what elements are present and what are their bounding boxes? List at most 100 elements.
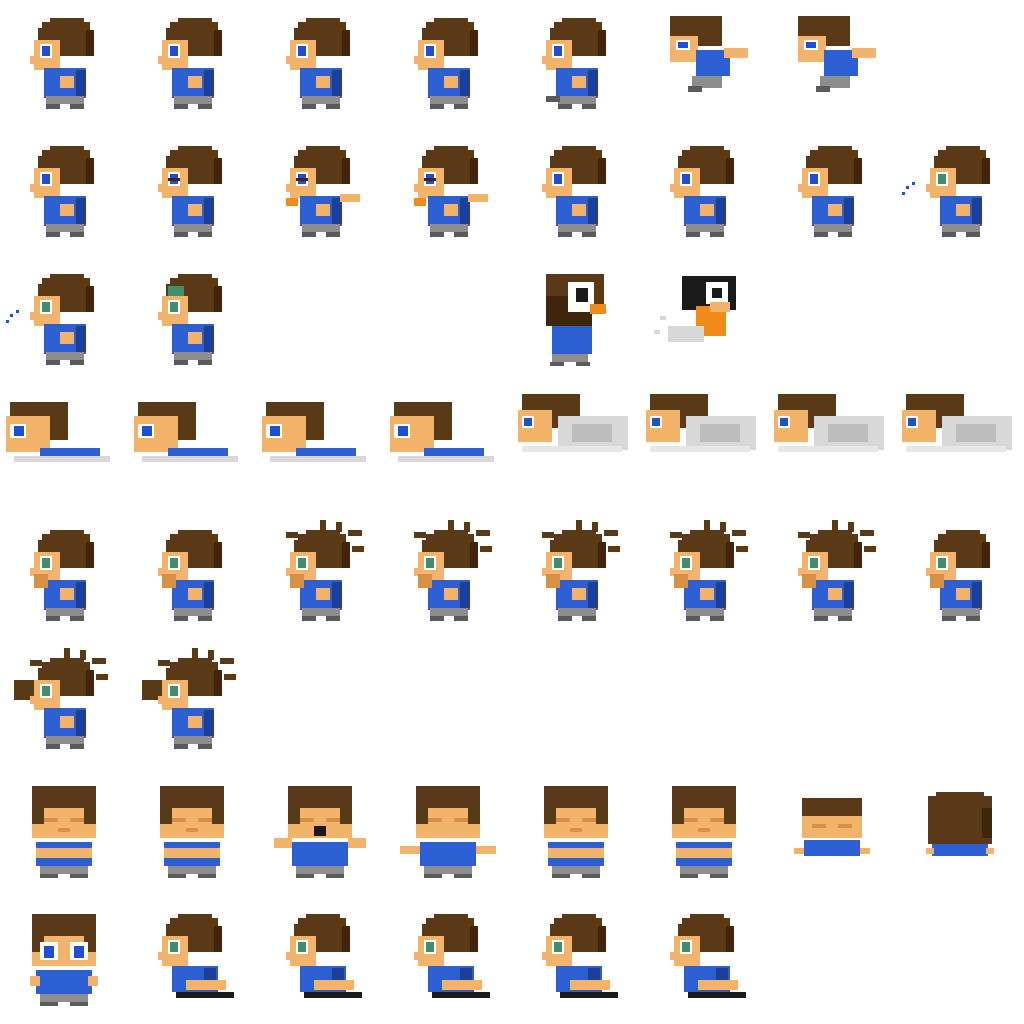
character-sprite <box>30 146 94 237</box>
sprite-frame-blow-side <box>0 256 128 384</box>
character-sprite <box>414 18 478 109</box>
sprite-frame-slide-dust <box>640 384 768 512</box>
empty-cell <box>256 256 384 384</box>
empty-sprite <box>640 640 768 768</box>
character-sprite <box>160 786 224 878</box>
character-sprite <box>400 786 496 878</box>
character-sprite <box>32 786 96 878</box>
sprite-frame-slide-dust <box>768 384 896 512</box>
sprite-frame-front-arms-out <box>384 768 512 896</box>
sprite-frame-front-arms-crossed <box>640 768 768 896</box>
character-sprite <box>286 146 360 237</box>
sprite-frame-throw-side <box>384 128 512 256</box>
character-sprite <box>262 402 366 462</box>
character-sprite <box>798 146 862 237</box>
character-sprite <box>158 274 222 365</box>
character-sprite <box>414 914 490 998</box>
character-sprite <box>30 18 94 109</box>
empty-sprite <box>256 256 384 384</box>
character-sprite <box>414 520 492 621</box>
character-sprite <box>670 520 748 621</box>
sprite-frame-spiky-side <box>768 512 896 640</box>
character-sprite <box>646 394 756 452</box>
sprite-frame-stand-side <box>512 128 640 256</box>
character-sprite <box>286 914 362 998</box>
character-sprite <box>794 798 870 856</box>
sprite-frame-walk-side <box>256 0 384 128</box>
empty-sprite <box>896 256 1024 384</box>
empty-sprite <box>384 256 512 384</box>
sprite-frame-walk-side <box>128 0 256 128</box>
sprite-frame-blow-side <box>896 128 1024 256</box>
sprite-frame-run-side <box>512 0 640 128</box>
sprite-frame-dive <box>768 0 896 128</box>
empty-cell <box>384 256 512 384</box>
character-sprite <box>774 394 884 452</box>
empty-cell <box>384 640 512 768</box>
sprite-frame-slide-dust <box>512 384 640 512</box>
sprite-frame-front-low <box>768 768 896 896</box>
character-sprite <box>798 520 876 621</box>
empty-cell <box>896 256 1024 384</box>
character-sprite <box>390 402 494 462</box>
sprite-frame-front-arms-crossed <box>0 768 128 896</box>
sprite-frame-stand-side <box>768 128 896 256</box>
character-sprite <box>672 786 736 878</box>
character-sprite <box>670 146 734 237</box>
sprite-frame-spiky-side <box>256 512 384 640</box>
sprite-frame-slide <box>0 384 128 512</box>
empty-sprite <box>512 640 640 768</box>
sprite-frame-crawl-side <box>640 896 768 1024</box>
sprite-frame-front-arms-crossed <box>512 768 640 896</box>
character-sprite <box>670 16 748 92</box>
empty-sprite <box>768 640 896 768</box>
character-sprite <box>902 146 990 237</box>
character-sprite <box>158 146 222 237</box>
empty-cell <box>640 640 768 768</box>
character-sprite <box>542 914 618 998</box>
sprite-frame-spiky-side <box>512 512 640 640</box>
character-sprite <box>654 276 736 342</box>
sprite-frame-slide-dust <box>896 384 1024 512</box>
sprite-frame-spiky-side <box>384 512 512 640</box>
sprite-frame-throw-side <box>256 128 384 256</box>
character-sprite <box>546 274 606 366</box>
character-sprite <box>158 18 222 109</box>
empty-cell <box>896 640 1024 768</box>
sprite-frame-dark-dash <box>640 256 768 384</box>
character-sprite <box>14 648 108 749</box>
empty-cell <box>256 640 384 768</box>
empty-sprite <box>768 896 896 1024</box>
character-sprite <box>518 394 628 452</box>
sprite-frame-crawl-side <box>384 896 512 1024</box>
character-sprite <box>30 530 94 621</box>
empty-cell <box>768 896 896 1024</box>
sprite-frame-slide <box>384 384 512 512</box>
sprite-frame-front-arms-crossed <box>128 768 256 896</box>
sprite-frame-dive <box>640 0 768 128</box>
empty-sprite <box>896 896 1024 1024</box>
character-sprite <box>670 914 746 998</box>
sprite-frame-crawl-side <box>512 896 640 1024</box>
character-sprite <box>142 648 236 749</box>
sprite-frame-walk-side <box>384 0 512 128</box>
sprite-frame-crawl-side <box>256 896 384 1024</box>
sprite-frame-stand-side-blink <box>128 128 256 256</box>
empty-cell <box>896 896 1024 1024</box>
character-sprite <box>6 402 110 462</box>
character-sprite <box>134 402 238 462</box>
sprite-frame-dark-front <box>512 256 640 384</box>
character-sprite <box>286 520 364 621</box>
sprite-frame-front-back <box>896 768 1024 896</box>
empty-cell <box>768 256 896 384</box>
character-sprite <box>158 914 234 998</box>
empty-sprite <box>896 640 1024 768</box>
empty-cell <box>768 640 896 768</box>
character-sprite <box>544 786 608 878</box>
character-sprite <box>542 520 620 621</box>
character-sprite <box>414 146 488 237</box>
sprite-frame-slide <box>256 384 384 512</box>
empty-sprite <box>768 256 896 384</box>
sprite-frame-look-up-side <box>128 256 256 384</box>
empty-cell <box>512 640 640 768</box>
